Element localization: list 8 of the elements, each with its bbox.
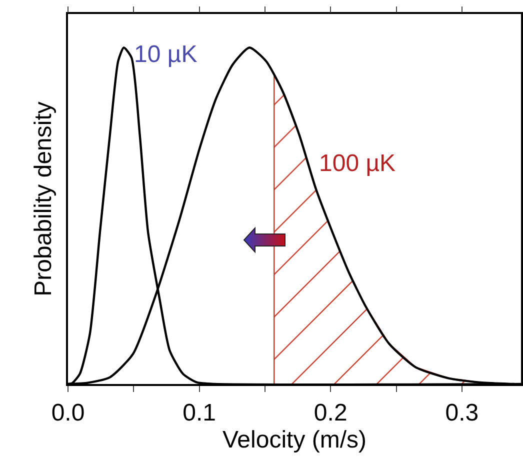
series-label: 100 µK [319,150,396,177]
x-tick-label: 0.3 [445,400,479,427]
x-tick-label: 0.0 [51,400,85,427]
series-label: 10 µK [134,41,198,68]
x-tick-label: 0.1 [182,400,216,427]
x-axis-title: Velocity (m/s) [222,426,367,454]
x-tick-label: 0.2 [314,400,348,427]
y-axis-title: Probability density [30,102,57,296]
